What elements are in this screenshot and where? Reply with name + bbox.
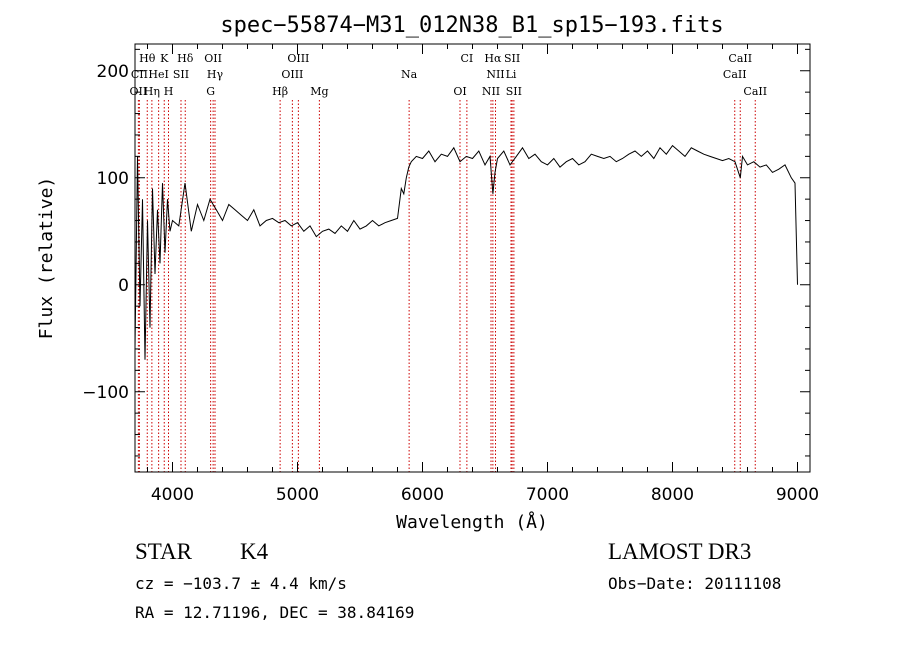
x-tick-label: 5000 [276,485,319,505]
line-label-2: Hδ [177,52,194,65]
line-label-14: Na [401,68,418,81]
line-label-5: CI [460,52,473,65]
x-axis-ticks: 4000 5000 6000 7000 8000 9000 [147,44,819,505]
line-label-17: CaII [723,68,747,81]
line-label-21: G [206,85,215,98]
x-tick-label: 4000 [151,485,194,505]
y-tick-label: 0 [118,276,129,296]
redshift-readout: cz = −103.7 ± 4.4 km/s [135,574,347,593]
spectrum-series-line [134,144,798,360]
x-tick-label: 8000 [651,485,694,505]
x-tick-label: 7000 [526,485,569,505]
y-axis-label: Flux (relative) [36,177,57,340]
line-label-15: NII [486,68,504,81]
x-tick-label: 9000 [776,485,819,505]
line-label-27: CaII [743,85,767,98]
line-label-19: Hη [144,85,160,98]
line-label-10: HeI [148,68,168,81]
line-label-26: SII [506,85,522,98]
y-tick-label: 100 [97,169,129,189]
line-label-20: H [164,85,174,98]
line-label-24: OI [453,85,466,98]
line-label-13: OIII [281,68,303,81]
object-class: STAR [135,539,192,564]
line-label-12: Hγ [207,68,224,81]
observation-date: Obs−Date: 20111108 [608,574,782,593]
line-label-6: Hα [484,52,502,65]
chart-title: spec−55874−M31_012N38_B1_sp15−193.fits [220,13,723,38]
line-label-3: OII [204,52,222,65]
line-label-1: K [160,52,169,65]
line-label-23: Mg [310,85,328,98]
survey-name: LAMOST DR3 [608,539,752,564]
y-tick-label: −100 [82,383,129,403]
plot-frame [134,43,811,473]
line-label-18: OII [130,85,148,98]
x-axis-label: Wavelength (Å) [396,511,548,533]
line-label-0: Hθ [139,52,156,65]
x-tick-label: 6000 [401,485,444,505]
line-label-8: CaII [728,52,752,65]
y-axis-ticks: −100 0 100 200 [82,48,810,457]
coordinates-readout: RA = 12.71196, DEC = 38.84169 [135,603,415,622]
line-label-9: CII [131,68,148,81]
line-label-11: SII [173,68,189,81]
y-tick-label: 200 [97,62,129,82]
line-label-7: SII [504,52,520,65]
line-label-22: Hβ [272,85,288,98]
line-label-25: NII [482,85,500,98]
object-subclass: K4 [240,539,269,564]
line-label-16: Li [506,68,517,81]
line-label-4: OIII [287,52,309,65]
